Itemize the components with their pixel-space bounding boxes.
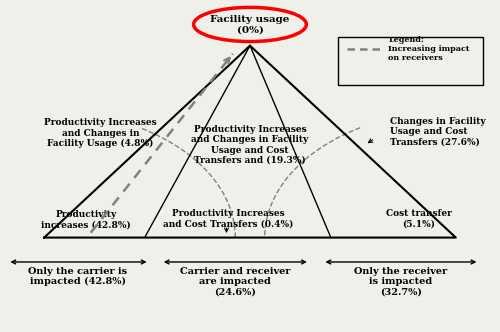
Text: Facility usage
(0%): Facility usage (0%) bbox=[210, 15, 290, 34]
Text: Productivity Increases
and Cost Transfers (0.4%): Productivity Increases and Cost Transfer… bbox=[163, 209, 293, 228]
Text: Legend:
Increasing impact
on receivers: Legend: Increasing impact on receivers bbox=[388, 36, 469, 62]
Text: Carrier and receiver
are impacted
(24.6%): Carrier and receiver are impacted (24.6%… bbox=[180, 267, 290, 297]
Text: Productivity Increases
and Changes in
Facility Usage (4.8%): Productivity Increases and Changes in Fa… bbox=[44, 119, 157, 148]
Text: Only the carrier is
impacted (42.8%): Only the carrier is impacted (42.8%) bbox=[28, 267, 127, 287]
Text: Cost transfer
(5.1%): Cost transfer (5.1%) bbox=[386, 209, 452, 228]
Text: Productivity Increases
and Changes in Facility
Usage and Cost
Transfers and (19.: Productivity Increases and Changes in Fa… bbox=[192, 125, 308, 165]
Text: Productivity
increases (42.8%): Productivity increases (42.8%) bbox=[41, 210, 130, 229]
Text: Changes in Facility
Usage and Cost
Transfers (27.6%): Changes in Facility Usage and Cost Trans… bbox=[390, 117, 486, 147]
Text: Only the receiver
is impacted
(32.7%): Only the receiver is impacted (32.7%) bbox=[354, 267, 448, 297]
